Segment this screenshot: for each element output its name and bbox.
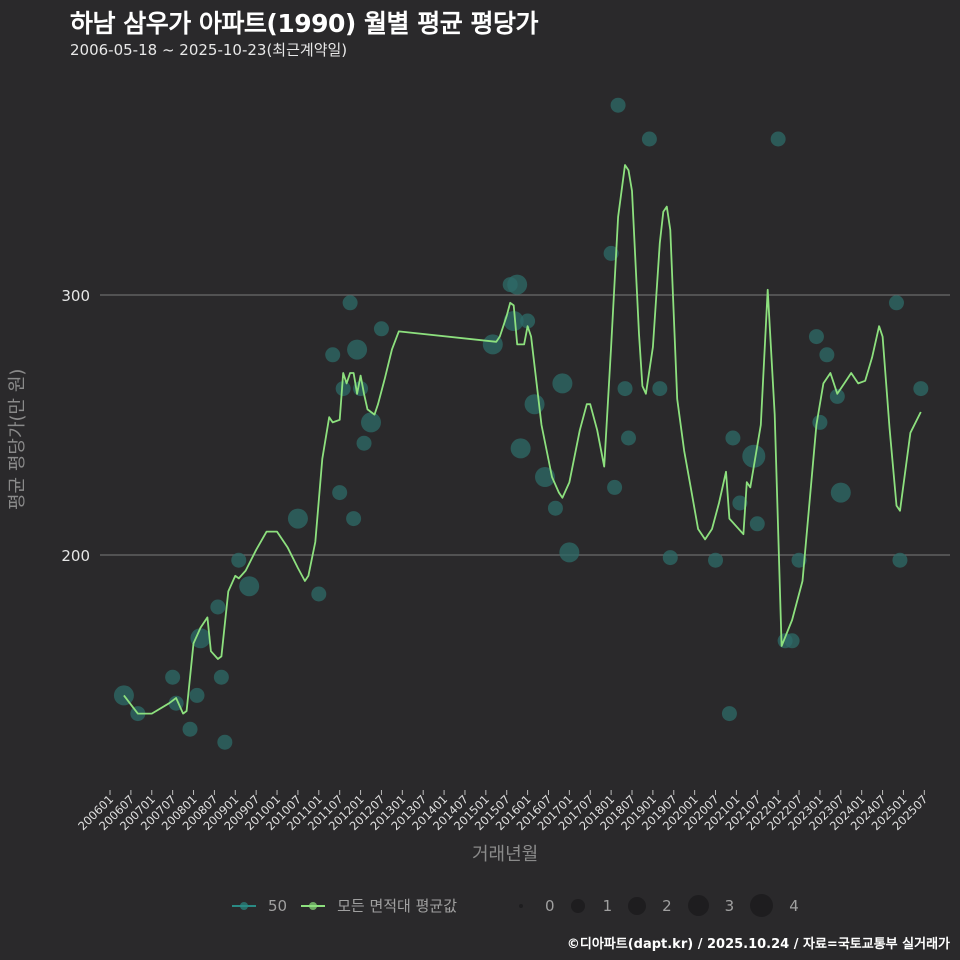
bubble-point	[721, 706, 737, 722]
legend-size-label: 0	[545, 896, 555, 915]
bubble-point	[347, 339, 368, 360]
x-axis-ticks: 2006012006072007012007072008012008072009…	[75, 790, 930, 833]
bubble-point	[213, 669, 229, 685]
bubble-point	[559, 542, 580, 563]
legend-size-2: 2	[628, 896, 672, 915]
bubble-point	[231, 552, 247, 568]
legend-label: 50	[268, 896, 288, 915]
legend-size-4: 4	[750, 894, 799, 917]
bubble-point	[210, 599, 226, 615]
legend: 50 모든 면적대 평균값 0 1 2 3 4	[232, 894, 815, 917]
bubble-point	[812, 414, 828, 430]
legend-size-label: 2	[662, 896, 672, 915]
legend-size-label: 4	[789, 896, 799, 915]
bubble-point	[732, 495, 748, 511]
bubble-point	[819, 347, 835, 363]
bubble-point	[217, 734, 233, 750]
size-dot-icon	[750, 894, 774, 917]
y-axis-label-wrap: 평균 평당가(만 원)	[3, 369, 28, 670]
bubble-point	[361, 412, 381, 433]
source-caption: ©디아파트(dapt.kr) / 2025.10.24 / 자료=국토교통부 실…	[566, 937, 950, 952]
bubble-point	[190, 628, 211, 649]
bubble-point	[808, 329, 824, 345]
bubble-point	[182, 721, 198, 737]
bubble-point	[784, 633, 800, 649]
bubble-point	[239, 576, 260, 597]
bubble-point	[610, 97, 626, 113]
bubble-point	[503, 311, 524, 331]
bubble-point	[524, 394, 545, 415]
bubble-point	[641, 131, 657, 147]
legend-size-3: 3	[687, 895, 735, 916]
x-axis-label: 거래년월	[472, 844, 539, 865]
bubble-point	[617, 381, 633, 397]
bubble-point	[708, 552, 724, 568]
bubble-point	[892, 552, 908, 568]
bubble-point	[621, 430, 637, 446]
y-tick-label: 200	[61, 547, 90, 565]
bubble-point	[652, 381, 668, 397]
average-line	[123, 164, 922, 715]
legend-size-label: 3	[724, 896, 735, 915]
bubble-point	[888, 295, 904, 311]
bubble-point	[165, 669, 181, 685]
y-axis-label: 평균 평당가(만 원)	[7, 368, 28, 510]
bubble-point	[311, 586, 327, 602]
bubble-point	[607, 479, 623, 495]
bubble-point	[356, 435, 372, 451]
legend-size-1: 1	[570, 896, 613, 915]
size-dot-icon	[628, 896, 647, 915]
bubble-series-50	[113, 97, 929, 750]
bubble-point	[791, 552, 807, 568]
bubble-point	[913, 381, 929, 397]
bubble-point	[346, 511, 362, 527]
bubble-point	[547, 500, 563, 516]
legend-line-icon	[301, 901, 326, 910]
bubble-point	[510, 438, 531, 459]
bubble-point	[325, 347, 341, 363]
size-dot-icon	[687, 895, 709, 916]
bubble-point	[749, 516, 765, 532]
bubble-point	[603, 245, 619, 261]
bubble-point	[552, 373, 573, 394]
size-dot-icon	[570, 898, 585, 913]
legend-label: 모든 면적대 평균값	[337, 897, 458, 915]
bubble-point	[535, 467, 555, 487]
legend-size-0: 0	[513, 897, 555, 915]
bubble-point	[189, 687, 205, 703]
size-dot-icon	[519, 903, 524, 908]
y-axis-ticks: 200 300	[61, 287, 90, 565]
y-tick-label: 300	[61, 287, 90, 305]
bubble-point	[287, 508, 308, 529]
bubble-point	[520, 313, 536, 329]
bubble-point	[507, 274, 528, 295]
bubble-point	[662, 550, 678, 566]
bubble-point	[342, 295, 358, 311]
legend-line-icon	[232, 901, 256, 910]
bubble-point	[725, 430, 741, 446]
legend-item-average: 모든 면적대 평균값	[301, 895, 457, 916]
bubble-point	[830, 482, 851, 503]
bubble-point	[335, 381, 351, 397]
bubble-point	[332, 485, 348, 501]
bubble-point	[742, 444, 766, 468]
bubble-point	[373, 321, 389, 337]
bubble-point	[770, 131, 786, 147]
chart-subtitle: 2006-05-18 ~ 2025-10-23(최근계약일)	[70, 41, 348, 59]
legend-item-50: 50	[232, 897, 287, 915]
chart-title: 하남 삼우가 아파트(1990) 월별 평균 평당가	[70, 9, 538, 38]
bubble-point	[829, 388, 845, 404]
legend-size-label: 1	[602, 896, 613, 915]
